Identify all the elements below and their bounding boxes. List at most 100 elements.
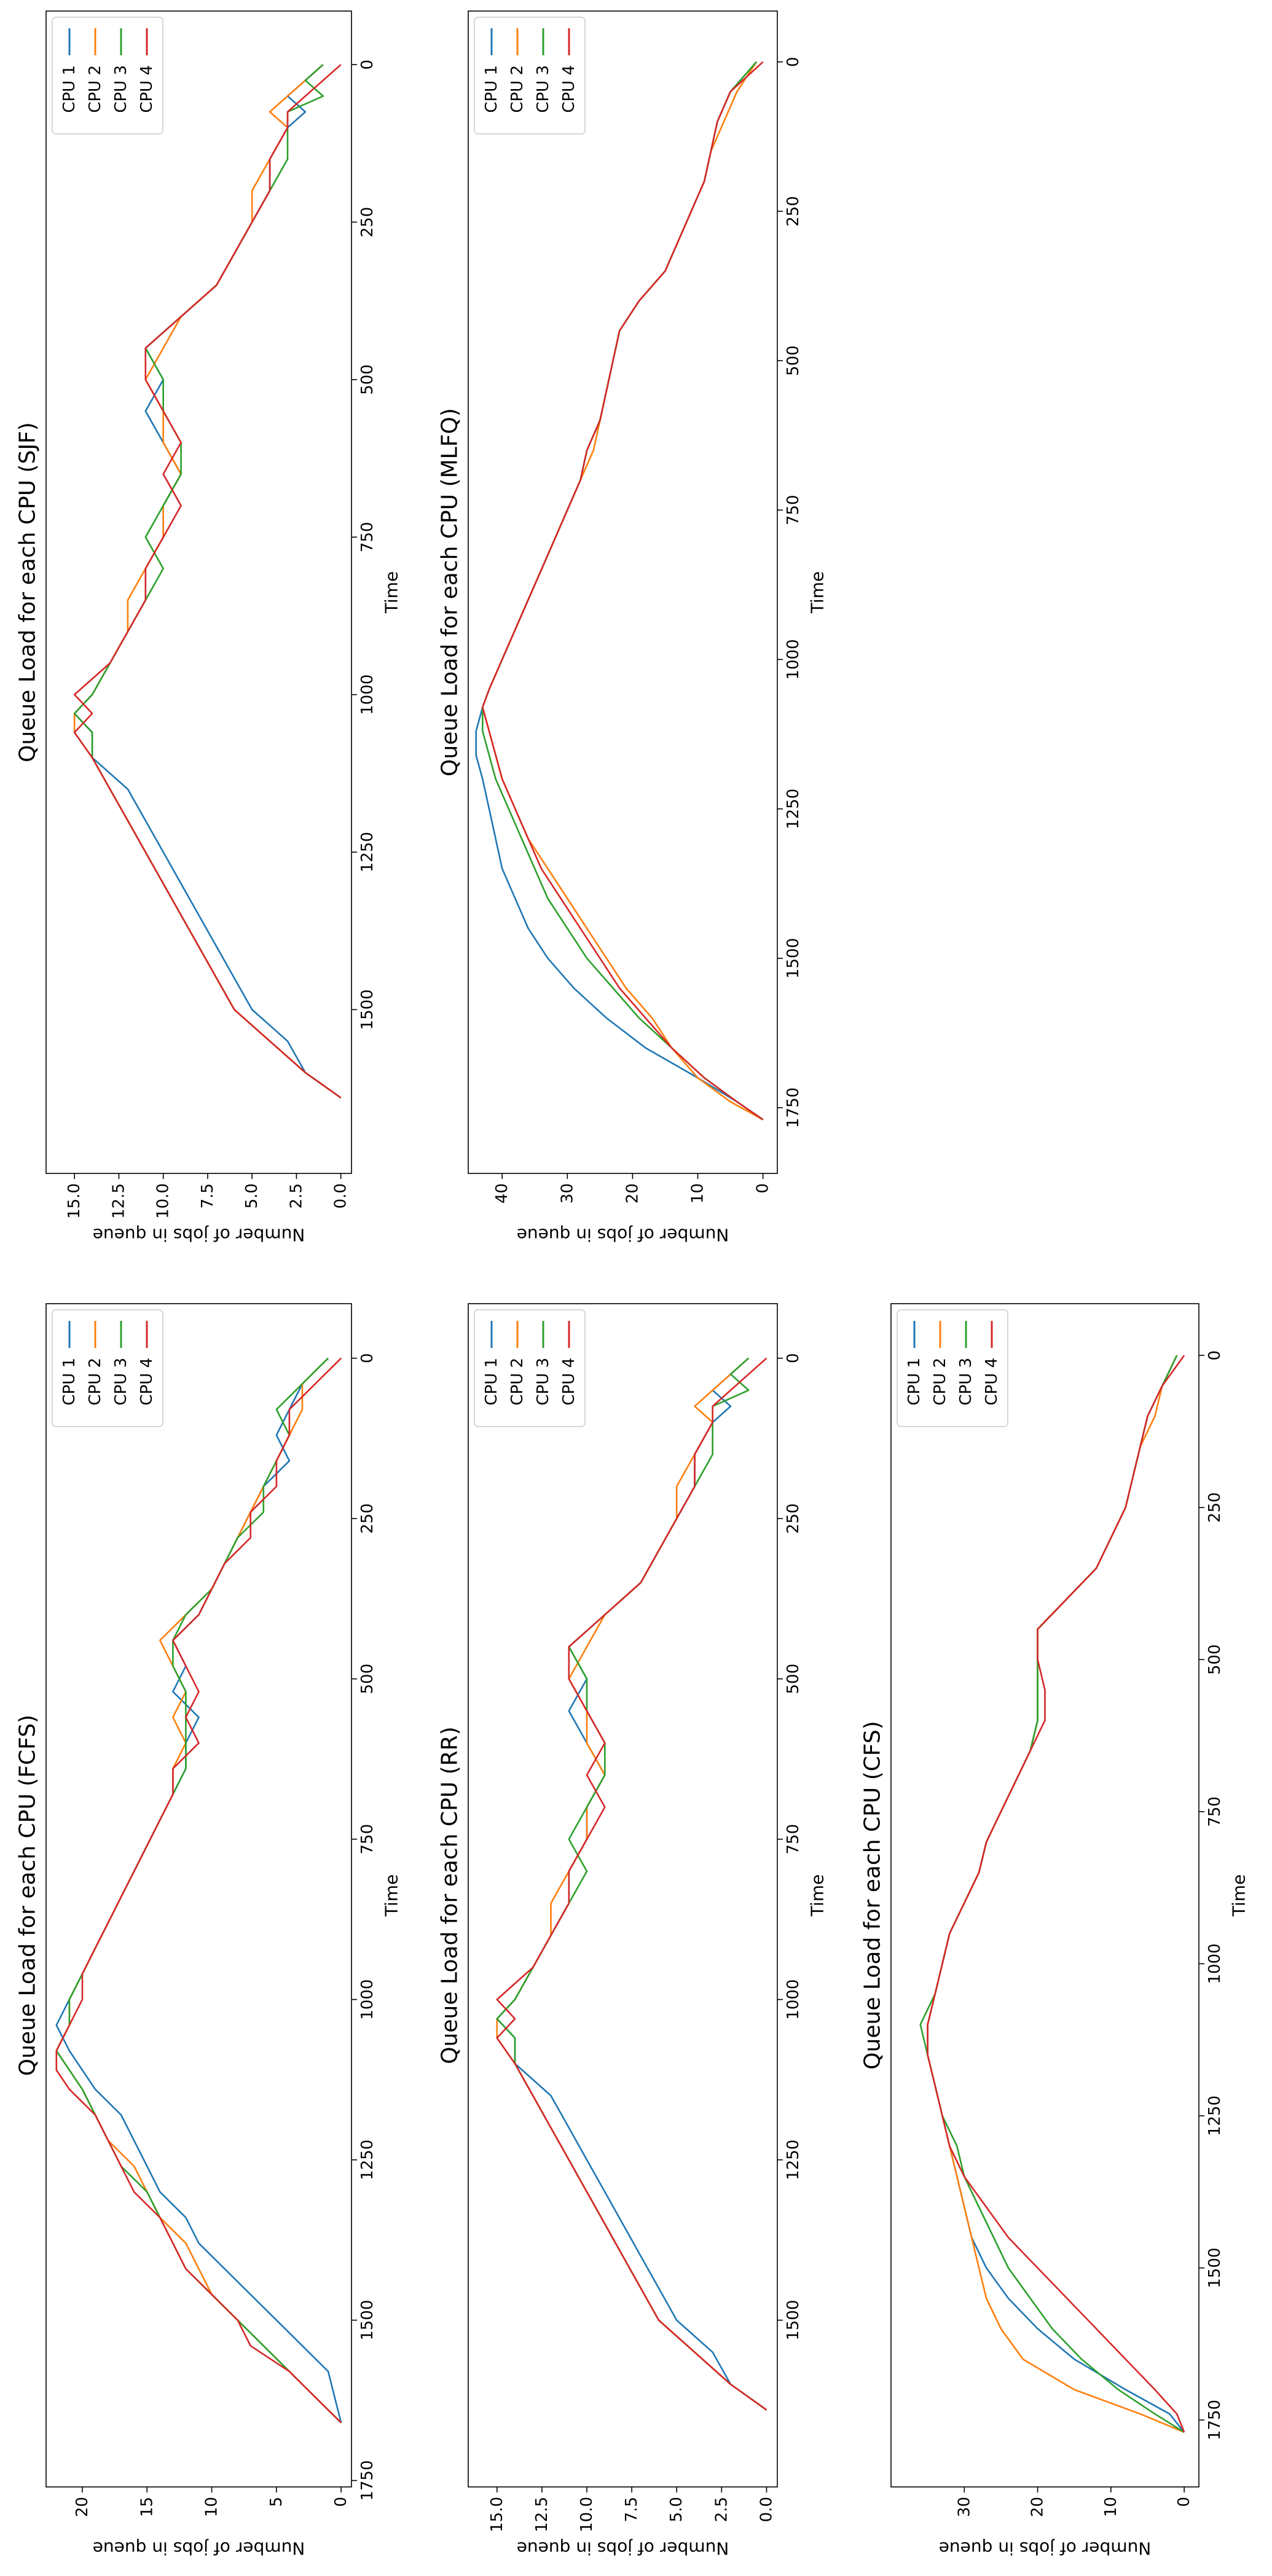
fcfs-time-tick-label: 1500 bbox=[358, 2300, 377, 2340]
fcfs-y-axis-label: Number of jobs in queue bbox=[93, 2539, 305, 2559]
sjf-series-line-cpu-4 bbox=[73, 64, 342, 1098]
rr-value-tick-label: 12.5 bbox=[533, 2497, 551, 2532]
cfs-value-tick-label: 20 bbox=[1029, 2497, 1047, 2517]
fcfs-value-tick-label: 0 bbox=[332, 2497, 350, 2507]
rr-time-tick-label: 1500 bbox=[784, 2300, 803, 2340]
rr-series-line-cpu-4 bbox=[496, 1357, 768, 2411]
fcfs-legend-label-cpu-3: CPU 3 bbox=[112, 1358, 130, 1406]
mlfq-x-axis-label: Time bbox=[807, 571, 828, 614]
cfs-chart-title: Queue Load for each CPU (CFS) bbox=[860, 1721, 885, 2070]
mlfq-legend-box bbox=[474, 17, 586, 135]
fcfs-time-tick-label: 750 bbox=[358, 1824, 377, 1855]
cfs-legend-label-cpu-2: CPU 2 bbox=[931, 1358, 949, 1406]
fcfs-time-tick-label: 0 bbox=[358, 1353, 377, 1363]
sjf-time-tick-label: 1250 bbox=[358, 832, 377, 872]
cfs-legend-box bbox=[897, 1309, 1008, 1427]
fcfs-legend-label-cpu-1: CPU 1 bbox=[60, 1358, 79, 1406]
mlfq-plot-frame bbox=[468, 10, 778, 1174]
cfs-legend-label-cpu-1: CPU 1 bbox=[905, 1358, 924, 1406]
mlfq-time-tick-label: 0 bbox=[784, 57, 803, 67]
mlfq-value-tick-label: 10 bbox=[689, 1183, 707, 1204]
fcfs-series-line-cpu-2 bbox=[55, 1357, 342, 2424]
mlfq-series-line-cpu-1 bbox=[475, 61, 764, 1121]
sjf-legend-label-cpu-1: CPU 1 bbox=[60, 65, 79, 113]
mlfq-value-tick-label: 0 bbox=[754, 1183, 772, 1194]
sjf-time-tick-label: 1500 bbox=[358, 989, 377, 1030]
mlfq-series-line-cpu-2 bbox=[482, 61, 764, 1121]
cfs-value-tick-label: 10 bbox=[1102, 2497, 1120, 2517]
sjf-time-tick-label: 1000 bbox=[358, 675, 377, 715]
rr-time-tick-label: 500 bbox=[784, 1664, 803, 1694]
sjf-value-tick-label: 5.0 bbox=[243, 1183, 261, 1208]
fcfs-legend-label-cpu-2: CPU 2 bbox=[86, 1358, 104, 1406]
cfs-value-tick-label: 30 bbox=[955, 2497, 973, 2517]
mlfq-chart: 0 250 500 750 1000 1250 1500 1750 0 10 20 30 40 Time N… bbox=[438, 10, 828, 1245]
rr-value-tick-label: 2.5 bbox=[712, 2497, 731, 2522]
cfs-value-tick-label: 0 bbox=[1175, 2497, 1193, 2507]
sjf-time-tick-label: 500 bbox=[358, 364, 377, 395]
rr-value-tick-label: 10.0 bbox=[578, 2497, 596, 2532]
rr-legend-label-cpu-2: CPU 2 bbox=[508, 1358, 527, 1406]
rr-y-axis-label: Number of jobs in queue bbox=[517, 2539, 729, 2559]
rr-value-tick-label: 7.5 bbox=[622, 2497, 641, 2522]
fcfs-time-tick-label: 500 bbox=[358, 1664, 377, 1694]
rr-legend-box bbox=[474, 1309, 586, 1427]
cfs-legend-label-cpu-4: CPU 4 bbox=[983, 1358, 1001, 1406]
cfs-series-line-cpu-4 bbox=[927, 1355, 1185, 2433]
rr-value-tick-label: 5.0 bbox=[667, 2497, 686, 2522]
rr-plot-frame bbox=[468, 1303, 778, 2488]
sjf-time-tick-label: 250 bbox=[358, 207, 377, 238]
fcfs-time-tick-label: 1750 bbox=[358, 2460, 377, 2500]
cfs-series-line-cpu-3 bbox=[919, 1355, 1185, 2433]
rr-chart-title: Queue Load for each CPU (RR) bbox=[438, 1726, 463, 2064]
mlfq-series-line-cpu-3 bbox=[482, 61, 764, 1121]
fcfs-legend-label-cpu-4: CPU 4 bbox=[138, 1358, 156, 1406]
fcfs-chart: 0 250 500 750 1000 1250 1500 1750 0 5 10 15 20 Time Nu… bbox=[15, 1303, 402, 2559]
rr-time-tick-label: 250 bbox=[784, 1503, 803, 1534]
sjf-series-line-cpu-2 bbox=[73, 64, 342, 1098]
mlfq-y-axis-label: Number of jobs in queue bbox=[517, 1225, 729, 1245]
rr-time-tick-label: 750 bbox=[784, 1824, 803, 1855]
cfs-time-tick-label: 0 bbox=[1206, 1350, 1224, 1361]
fcfs-time-tick-label: 1000 bbox=[358, 1979, 377, 2020]
fcfs-series-line-cpu-3 bbox=[55, 1357, 342, 2424]
sjf-legend: CPU 1 CPU 2 CPU 3 CPU 4 bbox=[52, 17, 163, 135]
sjf-value-tick-label: 15.0 bbox=[65, 1183, 84, 1219]
fcfs-value-tick-label: 5 bbox=[267, 2497, 286, 2507]
sjf-chart: 0 250 500 750 1000 1250 1500 0.0 2.5 5.0 7.5 10.0 12… bbox=[15, 10, 402, 1245]
fcfs-chart-title: Queue Load for each CPU (FCFS) bbox=[15, 1715, 41, 2076]
cfs-plot-frame bbox=[890, 1303, 1199, 2488]
mlfq-value-tick-label: 20 bbox=[623, 1183, 642, 1204]
rr-chart: 0 250 500 750 1000 1250 1500 0.0 2.5 5.0 7.5 10.0 12… bbox=[438, 1303, 828, 2559]
fcfs-series-line-cpu-4 bbox=[55, 1357, 342, 2424]
cfs-time-tick-label: 1000 bbox=[1206, 1943, 1224, 1984]
sjf-value-tick-label: 10.0 bbox=[154, 1183, 173, 1219]
rr-legend-label-cpu-3: CPU 3 bbox=[534, 1358, 552, 1406]
mlfq-legend-label-cpu-4: CPU 4 bbox=[560, 65, 578, 113]
rr-time-tick-label: 0 bbox=[784, 1353, 803, 1363]
mlfq-time-tick-label: 1500 bbox=[784, 938, 803, 979]
fcfs-plot-frame bbox=[45, 1303, 352, 2488]
mlfq-chart-title: Queue Load for each CPU (MLFQ) bbox=[438, 408, 463, 777]
fcfs-value-tick-label: 10 bbox=[203, 2497, 221, 2517]
mlfq-legend-label-cpu-2: CPU 2 bbox=[508, 65, 527, 113]
sjf-value-tick-label: 0.0 bbox=[332, 1183, 350, 1208]
fcfs-legend: CPU 1 CPU 2 CPU 3 CPU 4 bbox=[52, 1309, 163, 1427]
fcfs-value-tick-label: 15 bbox=[138, 2497, 156, 2517]
fcfs-time-tick-label: 1250 bbox=[358, 2140, 377, 2180]
rr-series-line-cpu-3 bbox=[496, 1357, 768, 2411]
mlfq-legend-label-cpu-3: CPU 3 bbox=[534, 65, 552, 113]
cfs-time-tick-label: 1250 bbox=[1206, 2096, 1224, 2136]
mlfq-value-tick-label: 40 bbox=[493, 1183, 511, 1204]
cfs-time-tick-label: 250 bbox=[1206, 1492, 1224, 1523]
cfs-x-axis-label: Time bbox=[1229, 1874, 1249, 1917]
rr-time-tick-label: 1250 bbox=[784, 2140, 803, 2180]
cfs-series-line-cpu-1 bbox=[927, 1355, 1185, 2433]
fcfs-x-axis-label: Time bbox=[382, 1874, 402, 1917]
cfs-y-axis-label: Number of jobs in queue bbox=[939, 2539, 1152, 2559]
fcfs-series-line-cpu-1 bbox=[55, 1357, 342, 2423]
sjf-time-tick-label: 750 bbox=[358, 522, 377, 552]
sjf-value-tick-label: 12.5 bbox=[109, 1183, 128, 1219]
